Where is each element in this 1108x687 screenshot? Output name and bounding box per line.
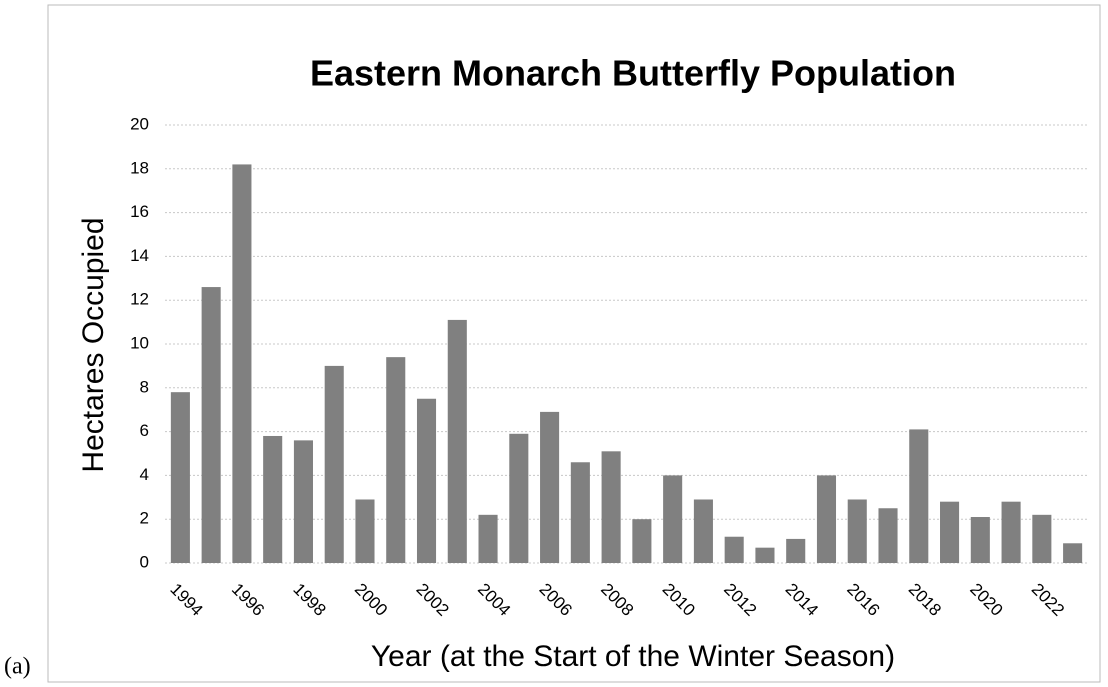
bar	[386, 357, 406, 563]
y-tick-label: 14	[130, 246, 149, 265]
bar	[232, 164, 252, 564]
y-tick-label: 12	[130, 290, 149, 309]
x-tick-label: 2010	[659, 580, 699, 620]
bar	[540, 411, 560, 563]
chart-title: Eastern Monarch Butterfly Population	[310, 53, 956, 94]
x-tick-label: 2000	[351, 580, 391, 620]
bar	[1001, 501, 1021, 563]
bar	[816, 475, 837, 563]
x-tick-label: 2006	[536, 580, 576, 620]
x-axis-label: Year (at the Start of the Winter Season)	[371, 640, 895, 673]
y-axis-label: Hectares Occupied	[77, 217, 110, 472]
y-tick-label: 16	[130, 202, 149, 221]
bar	[293, 440, 313, 563]
x-tick-label: 1998	[289, 580, 329, 620]
bar	[263, 435, 283, 563]
y-tick-label: 8	[140, 377, 149, 396]
x-tick-label: 2018	[905, 580, 945, 620]
y-tick-label: 0	[140, 552, 149, 571]
y-tick-label: 20	[130, 114, 149, 133]
bar	[1032, 514, 1052, 563]
x-tick-label: 2014	[782, 580, 822, 620]
y-tick-label: 2	[140, 509, 149, 528]
y-tick-label: 4	[140, 465, 149, 484]
x-tick-label: 1996	[228, 580, 268, 620]
y-tick-label: 18	[130, 158, 149, 177]
y-tick-label: 10	[130, 333, 149, 352]
x-tick-label: 2002	[413, 580, 453, 620]
x-tick-label: 2022	[1028, 580, 1068, 620]
y-tick-label: 6	[140, 421, 149, 440]
bar	[663, 475, 683, 563]
x-tick-label: 2012	[720, 580, 760, 620]
bar	[170, 392, 190, 563]
bar	[970, 517, 990, 563]
bar	[416, 398, 437, 563]
chart-border	[47, 4, 1101, 683]
bar	[1063, 543, 1083, 563]
bar	[632, 519, 652, 563]
bar	[786, 538, 806, 563]
bar	[509, 433, 529, 563]
bar	[324, 365, 344, 563]
panel-label: (a)	[4, 654, 31, 680]
x-tick-label: 2008	[597, 580, 637, 620]
bar	[940, 501, 960, 563]
x-tick-label: 2004	[474, 580, 514, 620]
bar	[570, 462, 590, 563]
bar	[201, 287, 221, 563]
bar	[447, 319, 467, 563]
bar	[601, 451, 621, 563]
x-tick-label: 1994	[166, 580, 206, 620]
bar	[909, 429, 929, 563]
bar	[478, 514, 498, 563]
x-tick-label: 2016	[843, 580, 883, 620]
bar	[724, 536, 744, 563]
x-tick-label: 2020	[966, 580, 1006, 620]
bar	[878, 508, 898, 563]
bar	[355, 499, 375, 563]
bar	[693, 499, 713, 563]
bar	[847, 499, 867, 563]
bar	[755, 547, 775, 563]
